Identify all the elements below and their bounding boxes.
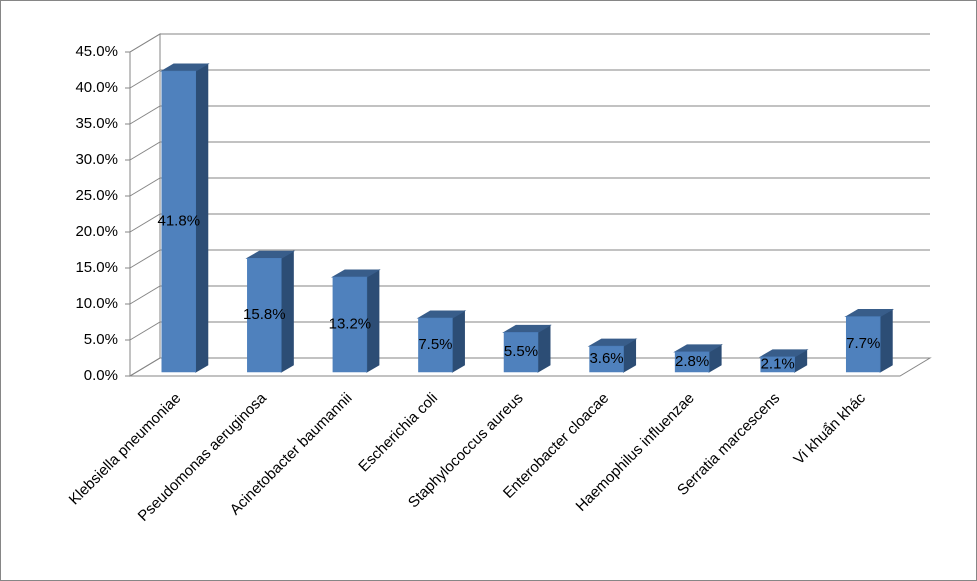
value-label: 3.6% xyxy=(589,350,623,367)
bar-front xyxy=(332,276,368,373)
bar-side xyxy=(879,308,893,373)
bar xyxy=(159,63,210,373)
y-tick-label: 45.0% xyxy=(75,43,118,60)
y-tick-label: 10.0% xyxy=(75,295,118,312)
value-label: 2.1% xyxy=(761,355,795,372)
value-label: 7.5% xyxy=(418,336,452,353)
grid-line xyxy=(129,33,930,53)
bar-side xyxy=(451,310,465,373)
value-label: 2.8% xyxy=(675,353,709,370)
bar xyxy=(416,310,467,373)
bar xyxy=(758,349,809,373)
value-label: 15.8% xyxy=(243,306,286,323)
bar-front xyxy=(760,356,795,373)
value-label: 41.8% xyxy=(158,212,201,229)
grid-line xyxy=(129,141,930,161)
grid-line xyxy=(129,213,930,233)
y-tick-label: 0.0% xyxy=(84,367,118,384)
value-label: 5.5% xyxy=(504,343,538,360)
bar-front xyxy=(589,345,624,373)
grid-line xyxy=(129,357,930,377)
y-tick-label: 20.0% xyxy=(75,223,118,240)
bar-front xyxy=(503,332,539,373)
y-tick-label: 15.0% xyxy=(75,259,118,276)
bar-front xyxy=(845,316,881,373)
grid-line xyxy=(129,285,930,305)
grid-line xyxy=(129,249,930,269)
y-tick-label: 5.0% xyxy=(84,331,118,348)
y-tick-label: 25.0% xyxy=(75,187,118,204)
bar xyxy=(502,324,552,373)
bar-front xyxy=(247,257,282,373)
y-tick-label: 35.0% xyxy=(75,115,118,132)
y-tick-label: 30.0% xyxy=(75,151,118,168)
bar-front xyxy=(161,70,197,373)
grid-line xyxy=(129,177,930,197)
bar xyxy=(245,250,296,373)
y-tick-label: 40.0% xyxy=(75,79,118,96)
bar-side xyxy=(537,324,551,373)
bar xyxy=(331,269,381,373)
bar xyxy=(844,308,895,373)
grid-line xyxy=(129,321,930,341)
value-label: 7.7% xyxy=(846,335,880,352)
bar xyxy=(673,343,723,373)
grid-line xyxy=(129,105,930,125)
grid-line xyxy=(129,69,930,89)
bar-front xyxy=(418,317,453,373)
value-label: 13.2% xyxy=(329,315,372,332)
bar-front xyxy=(674,351,710,373)
bar xyxy=(587,338,638,373)
